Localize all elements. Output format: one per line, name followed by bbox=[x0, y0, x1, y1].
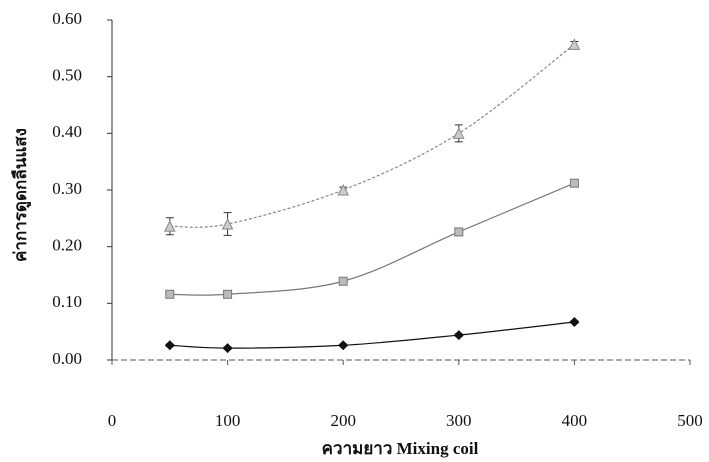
x-tick-label: 200 bbox=[330, 411, 356, 430]
marker bbox=[339, 277, 347, 285]
y-tick-label: 0.60 bbox=[52, 9, 82, 28]
x-tick-label: 300 bbox=[446, 411, 472, 430]
marker bbox=[338, 185, 348, 195]
marker bbox=[569, 317, 579, 327]
x-axis-label: ความยาว Mixing coil bbox=[322, 439, 479, 458]
marker bbox=[569, 39, 579, 49]
chart: ความยาว Mixing coil ค่าการดูดกลืนแสง 0.0… bbox=[0, 0, 709, 462]
y-tick-label: 0.10 bbox=[52, 292, 82, 311]
marker bbox=[338, 340, 348, 350]
marker bbox=[454, 330, 464, 340]
marker bbox=[570, 179, 578, 187]
marker bbox=[223, 219, 233, 229]
y-tick-label: 0.00 bbox=[52, 349, 82, 368]
marker bbox=[223, 343, 233, 353]
marker bbox=[455, 228, 463, 236]
y-axis-label: ค่าการดูดกลืนแสง bbox=[10, 128, 32, 262]
x-tick-label: 100 bbox=[215, 411, 241, 430]
series-line bbox=[170, 322, 575, 348]
series-line bbox=[170, 183, 575, 295]
y-tick-label: 0.50 bbox=[52, 66, 82, 85]
y-tick-label: 0.20 bbox=[52, 236, 82, 255]
x-tick-label: 400 bbox=[562, 411, 588, 430]
x-tick-label: 0 bbox=[108, 411, 117, 430]
marker bbox=[224, 290, 232, 298]
x-tick-label: 500 bbox=[677, 411, 703, 430]
marker bbox=[166, 290, 174, 298]
series-line bbox=[170, 44, 575, 227]
marker bbox=[165, 221, 175, 231]
y-tick-label: 0.30 bbox=[52, 179, 82, 198]
marker bbox=[454, 128, 464, 138]
y-tick-label: 0.40 bbox=[52, 122, 82, 141]
marker bbox=[165, 340, 175, 350]
